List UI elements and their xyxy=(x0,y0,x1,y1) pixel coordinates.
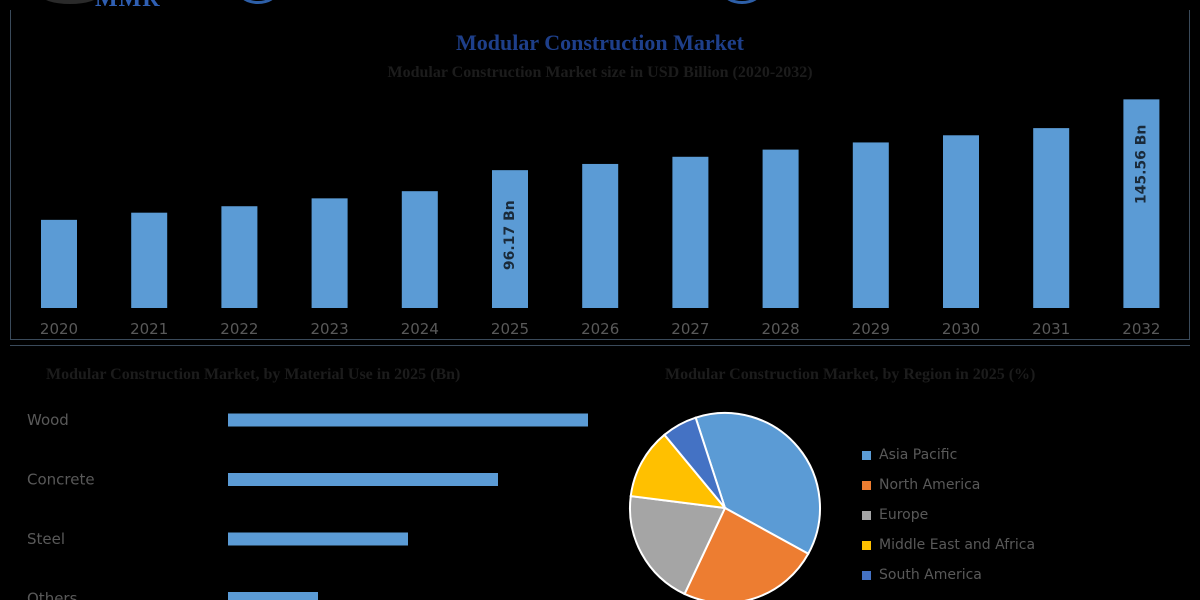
x-tick-label: 2023 xyxy=(311,320,349,338)
pie-slice-south-america xyxy=(663,416,726,509)
logo-text: MMR xyxy=(95,0,161,13)
panel-divider xyxy=(10,345,1190,346)
market-size-bar-chart: 2020 2021 2022 2023 2024 2025 2026 2027 2028 2029… xyxy=(40,99,1160,338)
x-tick-label: 2024 xyxy=(401,320,439,338)
x-tick-label: 2028 xyxy=(762,320,800,338)
x-tick-label: 2030 xyxy=(942,320,980,338)
data-label: 145.56 Bn xyxy=(1133,125,1149,205)
bar-2029 xyxy=(852,142,889,308)
legend-label: Middle East and Africa xyxy=(879,537,1036,553)
data-label: 96.17 Bn xyxy=(502,200,518,270)
bar-2026 xyxy=(582,163,619,308)
bar-2031 xyxy=(1033,128,1070,308)
y-tick-label: Wood xyxy=(27,411,69,429)
material-use-bar-chart: Wood Concrete Steel Others xyxy=(27,411,588,600)
x-tick-label: 2031 xyxy=(1032,320,1070,338)
region-legend: Asia Pacific North America Europe Middle Ea… xyxy=(862,440,1035,590)
legend-label: South America xyxy=(879,567,982,583)
bar-2030 xyxy=(943,135,979,308)
pie-slice-middle-east-and-africa xyxy=(629,433,728,510)
bar-2027 xyxy=(672,156,709,308)
bar-2022 xyxy=(221,206,258,308)
logo-icon xyxy=(46,0,94,4)
x-tick-label: 2032 xyxy=(1122,320,1160,338)
pie-slice-north-america xyxy=(683,506,810,600)
bar-2028 xyxy=(762,149,799,308)
chart-subtitle: Modular Construction Market size in USD … xyxy=(387,64,813,81)
x-tick-label: 2020 xyxy=(40,320,78,338)
bar-2021 xyxy=(131,212,168,308)
bar-2032 xyxy=(1123,99,1160,308)
y-tick-label: Others xyxy=(27,590,78,600)
region-chart-title: Modular Construction Market, by Region i… xyxy=(665,366,1036,383)
legend-swatch xyxy=(862,570,871,580)
hbar-wood xyxy=(228,413,588,427)
legend-swatch xyxy=(862,450,871,460)
region-pie-chart xyxy=(629,412,821,600)
legend-item: South America xyxy=(862,560,1035,590)
hbar-steel xyxy=(228,532,408,546)
bar-2023 xyxy=(311,198,348,308)
x-tick-label: 2027 xyxy=(671,320,709,338)
pie-slice-europe xyxy=(629,494,727,596)
hbar-others xyxy=(228,592,318,600)
pie-slice-asia-pacific xyxy=(694,412,821,556)
legend-swatch xyxy=(862,510,871,520)
legend-swatch xyxy=(862,480,871,490)
legend-label: Europe xyxy=(879,507,929,523)
y-tick-label: Concrete xyxy=(27,471,95,489)
bar-2020 xyxy=(41,219,77,308)
legend-label: Asia Pacific xyxy=(879,447,958,463)
bar-2025 xyxy=(492,170,528,308)
x-tick-label: 2029 xyxy=(852,320,890,338)
x-tick-label: 2021 xyxy=(130,320,168,338)
chart-title: Modular Construction Market xyxy=(455,30,745,55)
decorative-circle-icon xyxy=(238,0,278,4)
legend-swatch xyxy=(862,540,871,550)
top-panel-frame xyxy=(10,10,1190,340)
material-chart-title: Modular Construction Market, by Material… xyxy=(46,366,461,383)
y-tick-label: Steel xyxy=(27,530,65,548)
legend-item: Europe xyxy=(862,500,1035,530)
legend-item: Middle East and Africa xyxy=(862,530,1035,560)
hbar-concrete xyxy=(228,473,498,486)
legend-item: North America xyxy=(862,470,1035,500)
decorative-circle-icon xyxy=(722,0,762,4)
bar-2024 xyxy=(401,191,438,308)
x-tick-label: 2022 xyxy=(220,320,258,338)
x-tick-label: 2026 xyxy=(581,320,619,338)
header-bar: MMR xyxy=(0,0,1200,14)
x-tick-label: 2025 xyxy=(491,320,529,338)
legend-item: Asia Pacific xyxy=(862,440,1035,470)
legend-label: North America xyxy=(879,477,981,493)
